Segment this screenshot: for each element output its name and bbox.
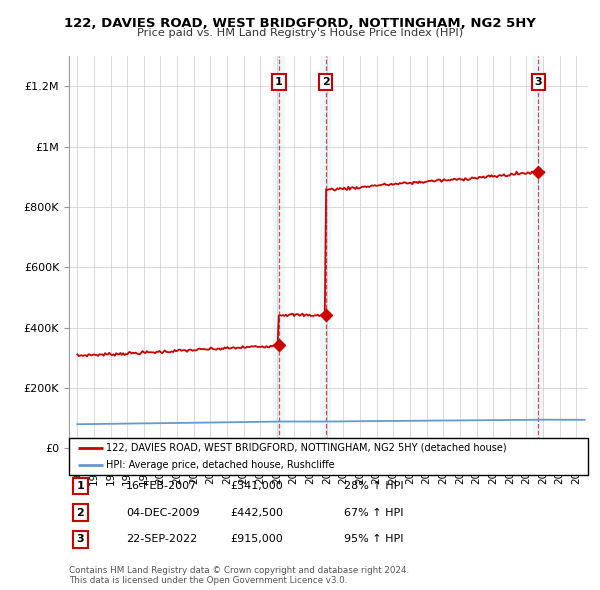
Text: Contains HM Land Registry data © Crown copyright and database right 2024.
This d: Contains HM Land Registry data © Crown c… bbox=[69, 566, 409, 585]
Text: 22-SEP-2022: 22-SEP-2022 bbox=[126, 535, 197, 544]
Text: 2: 2 bbox=[322, 77, 329, 87]
Text: 1: 1 bbox=[77, 481, 84, 491]
Text: £915,000: £915,000 bbox=[230, 535, 283, 544]
Text: Price paid vs. HM Land Registry's House Price Index (HPI): Price paid vs. HM Land Registry's House … bbox=[137, 28, 463, 38]
Text: 3: 3 bbox=[77, 535, 84, 544]
Text: 67% ↑ HPI: 67% ↑ HPI bbox=[344, 508, 404, 517]
Text: £341,000: £341,000 bbox=[230, 481, 283, 491]
Bar bbox=[533, 56, 544, 448]
Text: 122, DAVIES ROAD, WEST BRIDGFORD, NOTTINGHAM, NG2 5HY: 122, DAVIES ROAD, WEST BRIDGFORD, NOTTIN… bbox=[64, 17, 536, 30]
Text: 04-DEC-2009: 04-DEC-2009 bbox=[126, 508, 200, 517]
Bar bbox=[273, 56, 285, 448]
Text: HPI: Average price, detached house, Rushcliffe: HPI: Average price, detached house, Rush… bbox=[106, 460, 335, 470]
Text: 3: 3 bbox=[535, 77, 542, 87]
Text: £442,500: £442,500 bbox=[230, 508, 283, 517]
Text: 28% ↑ HPI: 28% ↑ HPI bbox=[344, 481, 404, 491]
Text: 1: 1 bbox=[275, 77, 283, 87]
Text: 95% ↑ HPI: 95% ↑ HPI bbox=[344, 535, 404, 544]
Text: 2: 2 bbox=[77, 508, 84, 517]
Text: 122, DAVIES ROAD, WEST BRIDGFORD, NOTTINGHAM, NG2 5HY (detached house): 122, DAVIES ROAD, WEST BRIDGFORD, NOTTIN… bbox=[106, 443, 507, 453]
Bar bbox=[320, 56, 331, 448]
Text: 16-FEB-2007: 16-FEB-2007 bbox=[126, 481, 197, 491]
